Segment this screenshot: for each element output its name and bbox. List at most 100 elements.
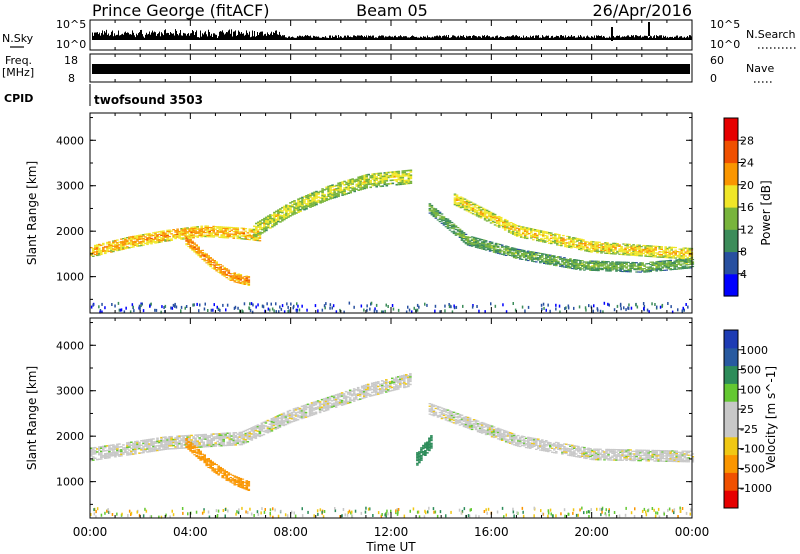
nsky-sample <box>495 36 496 40</box>
nsky-sample <box>100 35 101 40</box>
echo-cell <box>209 266 212 268</box>
echo-cell <box>104 454 107 456</box>
echo-cell <box>493 219 497 221</box>
echo-cell <box>383 173 387 176</box>
echo-cell <box>148 236 151 239</box>
nsky-sample <box>103 34 104 40</box>
echo-cell <box>288 417 292 419</box>
echo-cell <box>204 226 207 228</box>
echo-cell <box>440 216 444 219</box>
echo-cell <box>242 439 246 442</box>
echo-cell <box>130 452 133 454</box>
echo-cell <box>228 432 232 434</box>
echo-cell <box>668 247 671 250</box>
echo-cell <box>470 242 474 244</box>
echo-cell <box>571 259 574 261</box>
echo-cell <box>473 210 477 212</box>
echo-cell <box>152 445 155 448</box>
echo-cell <box>201 255 204 257</box>
echo-cell <box>444 218 448 220</box>
echo-cell <box>297 206 300 209</box>
echo-cell <box>456 230 460 232</box>
echo-cell <box>609 264 612 266</box>
echo-cell <box>272 418 276 421</box>
echo-cell <box>667 264 670 266</box>
echo-cell <box>148 446 151 448</box>
echo-cell <box>184 235 187 237</box>
echo-cell <box>597 270 600 272</box>
echo-cell <box>212 231 215 233</box>
echo-cell <box>140 240 143 243</box>
echo-cell <box>522 252 526 254</box>
echo-cell <box>554 242 557 244</box>
echo-cell <box>237 276 241 278</box>
echo-cell <box>393 179 397 181</box>
nsky-sample <box>294 37 295 40</box>
echo-cell <box>554 233 557 235</box>
nsky-sample <box>559 37 560 40</box>
echo-cell <box>174 446 177 448</box>
echo-cell <box>300 414 304 417</box>
echo-cell <box>335 194 338 197</box>
echo-cell <box>340 401 344 403</box>
nsky-sample <box>540 37 541 40</box>
echo-cell <box>492 246 496 249</box>
echo-cell <box>467 200 471 202</box>
echo-cell <box>218 442 221 444</box>
echo-cell <box>657 262 660 264</box>
echo-cell <box>100 453 103 456</box>
speckle-cell <box>297 304 299 308</box>
echo-cell <box>317 201 320 203</box>
echo-cell <box>320 408 324 410</box>
echo-cell <box>579 263 582 265</box>
echo-cell <box>284 423 288 426</box>
nsky-sample <box>631 35 632 40</box>
nsky-sample <box>170 32 171 40</box>
echo-cell <box>227 271 231 273</box>
echo-cell <box>463 205 467 207</box>
echo-cell <box>347 186 350 188</box>
echo-cell <box>511 229 515 231</box>
echo-cell <box>168 439 171 441</box>
echo-cell <box>118 241 121 243</box>
echo-cell <box>644 255 647 257</box>
echo-cell <box>590 246 593 248</box>
nsky-sample <box>661 35 662 40</box>
echo-cell <box>154 440 157 443</box>
power-colorbar-label: Power [dB] <box>759 180 773 245</box>
echo-cell <box>255 227 258 230</box>
echo-cell <box>307 195 310 198</box>
nsky-sample <box>517 36 518 40</box>
echo-cell <box>403 170 407 172</box>
echo-cell <box>510 247 514 249</box>
echo-cell <box>373 176 376 178</box>
echo-cell <box>608 252 611 255</box>
echo-cell <box>345 186 348 189</box>
echo-cell <box>484 244 488 246</box>
echo-cell <box>252 435 256 437</box>
echo-cell <box>650 255 653 258</box>
echo-cell <box>220 230 223 232</box>
echo-cell <box>536 230 539 232</box>
echo-cell <box>228 230 232 233</box>
echo-cell <box>457 198 461 200</box>
echo-cell <box>313 191 316 194</box>
echo-cell <box>664 246 667 248</box>
echo-cell <box>226 444 230 447</box>
echo-cell <box>584 243 587 245</box>
echo-cell <box>190 228 193 230</box>
echo-cell <box>203 255 206 257</box>
echo-cell <box>337 184 340 186</box>
speckle-cell <box>226 303 229 307</box>
colorbar-tick-label: 20 <box>740 179 754 192</box>
echo-cell <box>254 432 258 435</box>
echo-cell <box>365 187 368 189</box>
nsky-sample <box>318 36 319 40</box>
nsky-sample <box>566 37 567 40</box>
echo-cell <box>124 450 127 452</box>
echo-cell <box>152 447 155 449</box>
echo-cell <box>577 264 580 266</box>
echo-cell <box>602 245 605 248</box>
colorbar-tick-label: 12 <box>740 223 754 236</box>
nsky-sample <box>602 37 603 40</box>
